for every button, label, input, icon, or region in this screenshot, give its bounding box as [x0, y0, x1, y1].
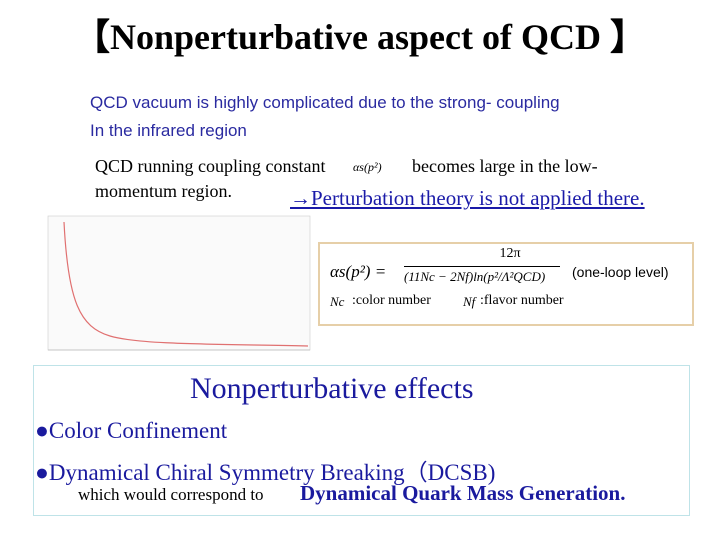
intro-line: In the infrared region [90, 121, 247, 140]
effect-item: ●Dynamical Chiral Symmetry Breaking（DCSB… [35, 460, 496, 485]
text: :flavor number [480, 293, 564, 308]
formula-lhs: αs(p²) = [330, 262, 387, 281]
intro-line: QCD vacuum is highly complicated due to … [90, 93, 560, 112]
effects-heading: Nonperturbative effects [190, 372, 474, 405]
plot-image [47, 215, 311, 351]
emphasis: Dynamical Quark Mass Generation. [300, 481, 626, 505]
symbol: Nc [330, 294, 345, 309]
fraction-bar [404, 266, 560, 267]
formula-box [318, 242, 694, 326]
symbol: αs(p²) [353, 160, 382, 174]
slide-title: 【Nonperturbative aspect of QCD 】 [74, 17, 646, 57]
formula-denominator: (11Nc − 2Nf)ln(p²/Λ²QCD) [404, 269, 546, 284]
text: :color number [352, 293, 431, 308]
text: which would correspond to [78, 485, 264, 504]
text: becomes large in the low- [412, 156, 598, 176]
formula-numerator: 12π [499, 246, 521, 261]
effects-box [33, 365, 690, 516]
formula-note: (one-loop level) [572, 264, 669, 280]
effect-item: ●Color Confinement [35, 418, 228, 443]
emphasis: →Perturbation theory is not applied ther… [290, 186, 645, 210]
symbol: Nf [463, 294, 476, 309]
text: momentum region. [95, 181, 232, 201]
text: QCD running coupling constant [95, 156, 326, 176]
